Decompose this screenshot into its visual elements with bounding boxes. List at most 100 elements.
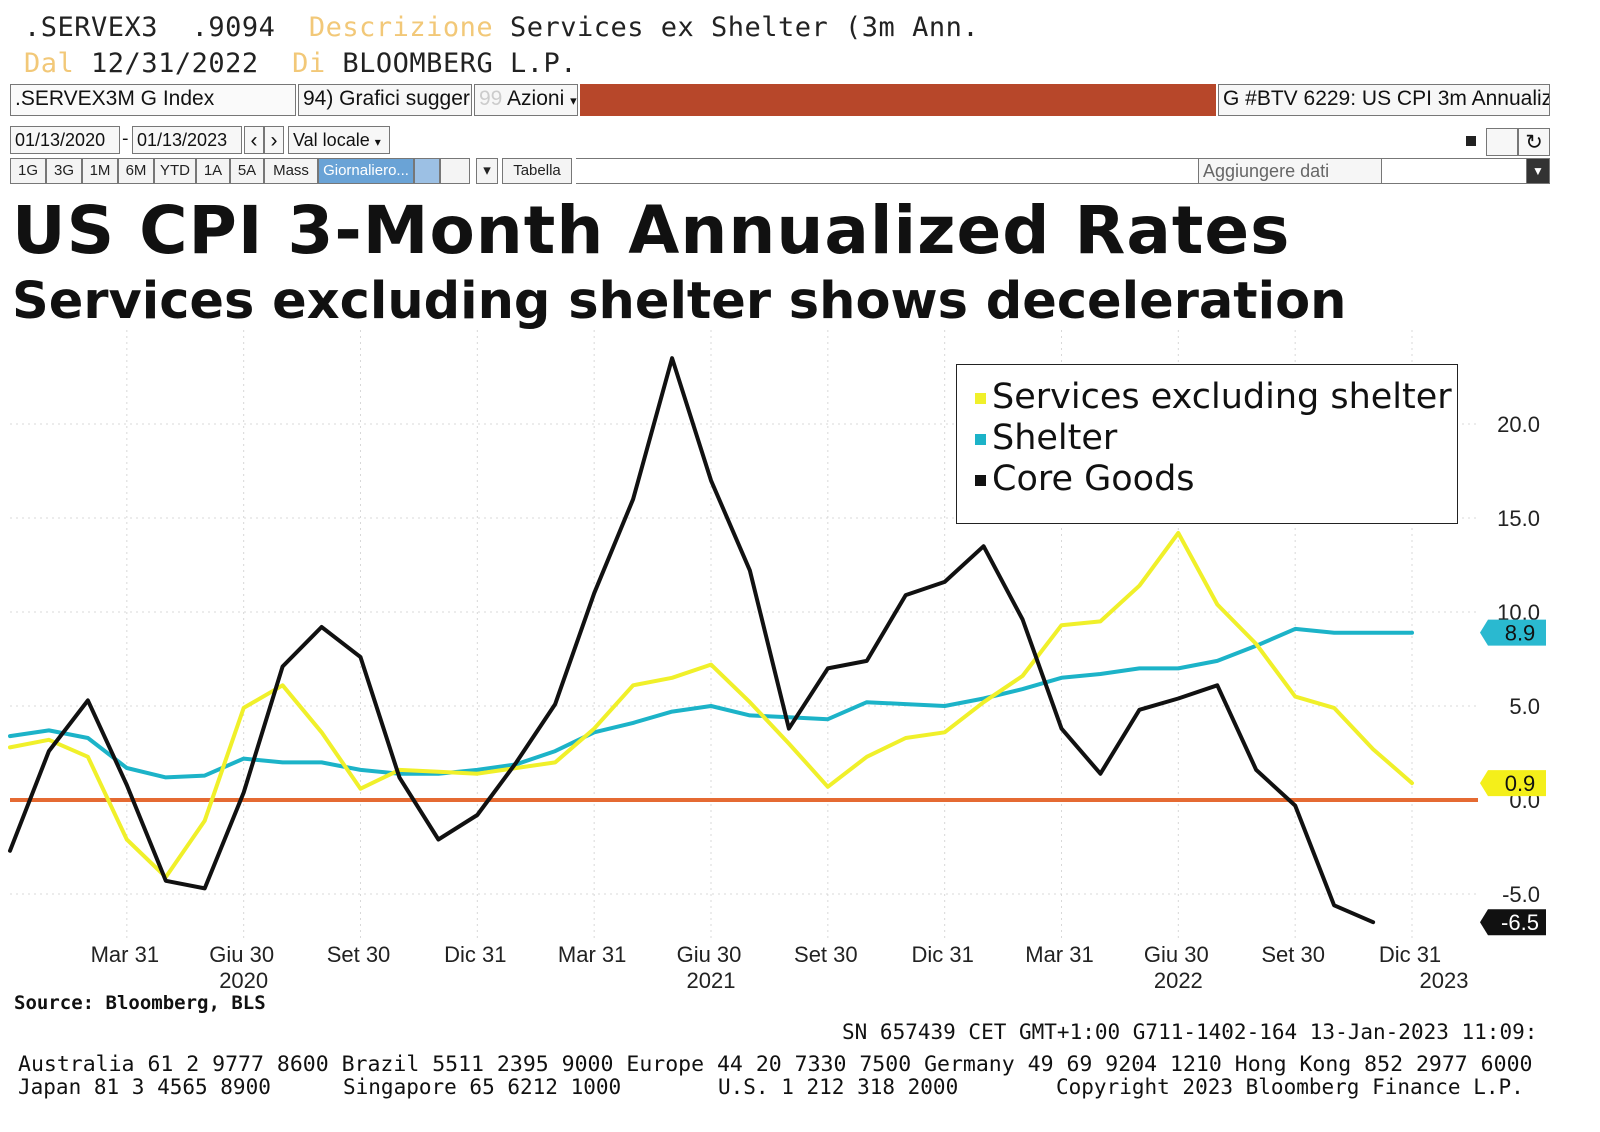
last-value-label: 0.9 <box>1505 771 1536 796</box>
contacts-singapore: Singapore 65 6212 1000 <box>343 1075 622 1099</box>
x-tick-label: Mar 31 <box>91 942 159 967</box>
contacts-us: U.S. 1 212 318 2000 <box>718 1075 959 1099</box>
chart-type-button[interactable] <box>414 158 440 184</box>
header-line-1: .SERVEX3 .9094 Descrizione Services ex S… <box>24 12 979 43</box>
refresh-icon: ↻ <box>1525 131 1543 154</box>
x-tick-label: Mar 31 <box>1025 942 1093 967</box>
y-tick-label: 5.0 <box>1509 694 1540 719</box>
contacts-japan: Japan 81 3 4565 8900 <box>18 1075 271 1099</box>
chart-id-label: G #BTV 6229: US CPI 3m Annualized <box>1218 84 1550 116</box>
x-tick-label: Dic 31 <box>911 942 973 967</box>
chart-title: US CPI 3-Month Annualized Rates <box>12 192 1291 269</box>
chevron-down-icon: ▾ <box>570 93 577 108</box>
from-value: 12/31/2022 <box>91 48 259 79</box>
last-value-badge: -6.5 <box>1480 909 1546 936</box>
year-label: 2023 <box>1420 968 1469 993</box>
legend-label: Services excluding shelter <box>992 377 1452 417</box>
last-value-badge: 8.9 <box>1480 619 1546 646</box>
x-tick-label: Giu 30 <box>677 942 742 967</box>
suggested-charts-button[interactable]: 94) Grafici suggeriti <box>298 84 472 116</box>
x-tick-label: Dic 31 <box>1379 942 1441 967</box>
period-button-6m[interactable]: 6M <box>118 158 154 184</box>
x-tick-label: Giu 30 <box>1144 942 1209 967</box>
chart-subtitle: Services excluding shelter shows deceler… <box>12 272 1347 331</box>
series-line-core-goods <box>8 356 1376 925</box>
last-value-label: 8.9 <box>1505 621 1536 646</box>
last-value-badge-shape <box>1480 770 1546 797</box>
period-button-ytd[interactable]: YTD <box>154 158 196 184</box>
period-button-3g[interactable]: 3G <box>46 158 82 184</box>
dropdown-button[interactable]: ▾ <box>476 158 498 184</box>
settings-icon[interactable] <box>1466 136 1476 146</box>
x-tick-label: Dic 31 <box>444 942 506 967</box>
actions-number: 99 <box>479 87 503 110</box>
header-line-2: Dal 12/31/2022 Di BLOOMBERG L.P. <box>24 48 577 79</box>
period-button-1a[interactable]: 1A <box>196 158 230 184</box>
last-value-badge-shape <box>1480 619 1546 646</box>
series-line-services-excluding-shelter <box>8 531 1414 880</box>
next-period-button[interactable]: › <box>264 126 284 154</box>
legend-swatch <box>975 433 986 445</box>
footer-line: SN 657439 CET GMT+1:00 G711-1402-164 13-… <box>842 1020 1538 1044</box>
add-data-spacer <box>1382 158 1528 184</box>
refresh-button[interactable]: ↻ <box>1518 128 1550 156</box>
currency-select[interactable]: Val locale ▾ <box>288 126 390 154</box>
legend: Services excluding shelter Shelter Core Go… <box>956 364 1458 524</box>
x-tick-label: Set 30 <box>327 942 391 967</box>
x-tick-label: Set 30 <box>794 942 858 967</box>
period-button-1m[interactable]: 1M <box>82 158 118 184</box>
period-button-5a[interactable]: 5A <box>230 158 264 184</box>
date-dash: - <box>122 128 129 149</box>
option-button[interactable] <box>440 158 470 184</box>
year-label: 2022 <box>1154 968 1203 993</box>
last-value-badge-shape <box>1480 909 1546 936</box>
chevron-left-icon: ‹ <box>250 129 258 152</box>
chevron-down-icon: ▾ <box>374 135 381 149</box>
last-value-badge: 0.9 <box>1480 770 1546 797</box>
chevron-down-icon: ▾ <box>483 162 491 179</box>
frequency-select[interactable]: Giornaliero... <box>318 158 414 184</box>
y-tick-label: 20.0 <box>1497 412 1540 437</box>
currency-value: Val locale <box>293 130 370 150</box>
security-field[interactable]: .SERVEX3M G Index <box>10 84 296 116</box>
copyright: Copyright 2023 Bloomberg Finance L.P. <box>1056 1075 1524 1099</box>
legend-item: Shelter <box>975 418 1452 459</box>
actions-menu[interactable]: 99 Azioni ▾ <box>474 84 578 116</box>
end-date-input[interactable]: 01/13/2023 <box>132 126 242 154</box>
description-label: Descrizione <box>308 12 494 43</box>
last-value: .9094 <box>191 12 276 43</box>
by-label: Di <box>292 48 326 79</box>
actions-label: Azioni <box>507 87 565 110</box>
legend-item: Core Goods <box>975 459 1452 500</box>
y-tick-label: 15.0 <box>1497 506 1540 531</box>
legend-label: Shelter <box>992 418 1118 458</box>
legend-label: Core Goods <box>992 459 1195 499</box>
period-button-mass[interactable]: Mass <box>264 158 318 184</box>
start-date-input[interactable]: 01/13/2020 <box>10 126 120 154</box>
x-tick-label: Set 30 <box>1261 942 1325 967</box>
prev-period-button[interactable]: ‹ <box>244 126 264 154</box>
by-value: BLOOMBERG L.P. <box>342 48 577 79</box>
contacts-line-1: Australia 61 2 9777 8600 Brazil 5511 239… <box>18 1052 1533 1077</box>
x-tick-label: Giu 30 <box>209 942 274 967</box>
table-button[interactable]: Tabella <box>502 158 572 184</box>
year-label: 2020 <box>219 968 268 993</box>
legend-swatch <box>975 474 986 486</box>
add-data-dropdown[interactable]: ▼ <box>1526 158 1550 184</box>
toolbar-color-bar <box>580 84 1216 116</box>
source-note: Source: Bloomberg, BLS <box>14 992 266 1014</box>
legend-swatch <box>975 392 986 404</box>
toolbar-spacer <box>576 158 1200 184</box>
y-tick-label: -5.0 <box>1502 882 1540 907</box>
x-tick-label: Mar 31 <box>558 942 626 967</box>
add-data-input[interactable]: Aggiungere dati <box>1198 158 1382 184</box>
undo-button[interactable] <box>1486 128 1518 156</box>
chevron-right-icon: › <box>270 129 278 152</box>
from-label: Dal <box>24 48 75 79</box>
series-line-shelter <box>8 626 1414 780</box>
year-label: 2021 <box>687 968 736 993</box>
period-button-1g[interactable]: 1G <box>10 158 46 184</box>
ticker: .SERVEX3 <box>24 12 159 43</box>
description-value: Services ex Shelter (3m Ann. <box>509 12 980 43</box>
